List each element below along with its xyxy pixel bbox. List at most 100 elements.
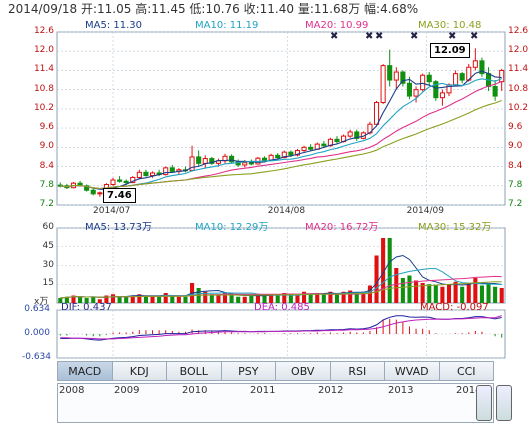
macd-dif-legend: DIF: 0.437 bbox=[61, 302, 112, 313]
tab-wvad[interactable]: WVAD bbox=[384, 361, 439, 381]
macd-dea-line bbox=[60, 315, 502, 340]
volume-bar bbox=[367, 285, 372, 303]
range-handle-left[interactable] bbox=[476, 385, 492, 421]
volume-bar bbox=[334, 294, 340, 303]
tab-macd[interactable]: MACD bbox=[57, 361, 112, 381]
candle-body bbox=[308, 146, 314, 150]
volume-bar bbox=[236, 296, 241, 303]
candle-body bbox=[472, 60, 478, 68]
price-axis-label-right: 10.8 bbox=[508, 83, 529, 94]
volume-bar bbox=[163, 293, 168, 303]
price-axis-label-right: 11.4 bbox=[508, 64, 529, 75]
volume-bar bbox=[255, 294, 260, 303]
volume-bar bbox=[295, 294, 300, 303]
candle-body bbox=[373, 101, 380, 125]
volume-bar bbox=[209, 294, 214, 303]
price-axis-label-right: 7.2 bbox=[508, 199, 523, 209]
volume-bar bbox=[176, 296, 181, 303]
candle-body bbox=[334, 138, 340, 143]
macd-axis-label: 0.634 bbox=[24, 304, 50, 314]
candle-body bbox=[202, 158, 208, 164]
price-axis-label-left: 9.0 bbox=[39, 141, 54, 152]
volume-axis-label: 30 bbox=[42, 259, 54, 270]
candle-body bbox=[499, 69, 505, 83]
price-ma-legend: MA20: 10.99 bbox=[305, 20, 369, 31]
volume-bar bbox=[91, 296, 96, 303]
volume-ma-legend: MA10: 12.29万 bbox=[195, 222, 269, 233]
macd-value-legend: MACD: -0.097 bbox=[420, 302, 489, 313]
candle-body bbox=[288, 151, 294, 156]
macd-dea-legend: DEA: 0.485 bbox=[254, 302, 310, 313]
volume-bar bbox=[249, 295, 254, 303]
candle-body bbox=[149, 172, 156, 177]
tab-kdj[interactable]: KDJ bbox=[111, 361, 166, 381]
overview-year-label: 2012 bbox=[318, 385, 344, 396]
volume-bar bbox=[137, 294, 142, 303]
volume-bar bbox=[446, 284, 452, 303]
price-axis-label-left: 12.0 bbox=[33, 45, 54, 56]
volume-bar bbox=[262, 295, 267, 303]
volume-bar bbox=[269, 294, 274, 303]
high-price-marker: 12.09 bbox=[430, 43, 470, 58]
event-marker-icon: ✖ bbox=[330, 31, 339, 42]
candle-body bbox=[97, 192, 103, 195]
candle-body bbox=[459, 73, 465, 81]
candle-body bbox=[90, 189, 96, 195]
volume-bar bbox=[143, 295, 148, 303]
overview-year-label: 2010 bbox=[182, 385, 208, 396]
candle-body bbox=[196, 156, 202, 164]
volume-bar bbox=[315, 293, 320, 303]
price-axis-label-left: 10.2 bbox=[33, 102, 54, 113]
range-handle-right[interactable] bbox=[496, 385, 512, 421]
candle-body bbox=[387, 65, 393, 81]
price-ma-legend: MA5: 11.30 bbox=[85, 20, 143, 31]
indicator-tab-bar: MACD KDJ BOLL PSY OBV RSI WVAD CCI bbox=[57, 361, 494, 381]
tab-rsi[interactable]: RSI bbox=[329, 361, 384, 381]
volume-bar bbox=[486, 284, 491, 303]
candle-body bbox=[347, 131, 353, 137]
volume-bar bbox=[84, 298, 89, 303]
volume-bar bbox=[394, 268, 399, 303]
candle-body bbox=[439, 92, 445, 99]
candle-body bbox=[433, 81, 439, 99]
volume-bar bbox=[361, 291, 366, 303]
candle-body bbox=[143, 171, 149, 177]
price-axis-label-right: 10.2 bbox=[508, 102, 529, 113]
candle-body bbox=[117, 179, 123, 182]
volume-bar bbox=[110, 294, 116, 303]
overview-year-label: 2008 bbox=[59, 385, 85, 396]
volume-bar bbox=[420, 283, 425, 303]
volume-bar bbox=[58, 298, 63, 303]
candle-body bbox=[479, 60, 485, 75]
candle-body bbox=[294, 150, 301, 156]
candle-body bbox=[393, 71, 399, 81]
volume-ma30-line bbox=[60, 281, 502, 299]
volume-bar bbox=[308, 294, 313, 303]
time-axis-label: 2014/08 bbox=[267, 206, 306, 216]
tab-boll[interactable]: BOLL bbox=[166, 361, 221, 381]
volume-bar bbox=[229, 295, 234, 303]
history-overview-strip[interactable] bbox=[57, 383, 494, 423]
price-axis-label-right: 9.6 bbox=[508, 122, 523, 133]
tab-psy[interactable]: PSY bbox=[220, 361, 275, 381]
volume-bar bbox=[400, 278, 405, 303]
volume-bar bbox=[275, 295, 280, 303]
volume-bar bbox=[124, 296, 129, 303]
candle-body bbox=[426, 74, 432, 83]
volume-bar bbox=[203, 291, 208, 303]
volume-bar bbox=[460, 286, 465, 303]
price-ma-legend: MA10: 11.19 bbox=[195, 20, 259, 31]
candle-body bbox=[413, 89, 419, 97]
tab-obv[interactable]: OBV bbox=[275, 361, 330, 381]
candle-body bbox=[242, 162, 248, 166]
volume-bar bbox=[374, 255, 379, 303]
volume-bar bbox=[407, 275, 412, 303]
overview-year-label: 2014 bbox=[456, 385, 482, 396]
volume-bar bbox=[64, 296, 69, 303]
price-axis-label-right: 12.0 bbox=[508, 45, 529, 56]
tab-cci[interactable]: CCI bbox=[438, 361, 494, 381]
overview-year-label: 2009 bbox=[114, 385, 140, 396]
event-marker-icon: ✖ bbox=[448, 31, 457, 42]
price-axis-label-left: 7.8 bbox=[39, 179, 54, 190]
